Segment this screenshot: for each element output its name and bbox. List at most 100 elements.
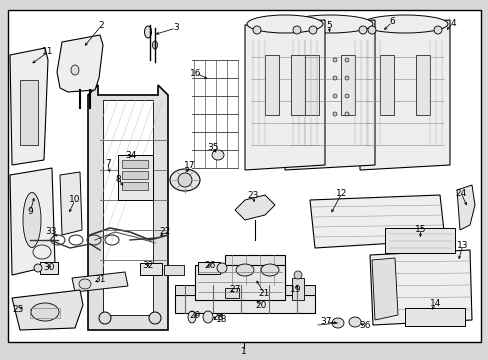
Text: 33: 33 <box>45 228 57 237</box>
Text: 31: 31 <box>94 275 105 284</box>
Text: 30: 30 <box>43 262 55 271</box>
Ellipse shape <box>149 312 161 324</box>
Ellipse shape <box>217 263 226 273</box>
Ellipse shape <box>358 26 366 34</box>
Ellipse shape <box>332 76 336 80</box>
Polygon shape <box>371 258 397 320</box>
Ellipse shape <box>433 26 441 34</box>
Ellipse shape <box>252 26 261 34</box>
Bar <box>163 265 183 275</box>
Polygon shape <box>88 85 168 330</box>
Ellipse shape <box>178 173 192 187</box>
Ellipse shape <box>261 264 279 276</box>
Ellipse shape <box>348 317 360 327</box>
Bar <box>122 171 148 179</box>
Text: 29: 29 <box>189 311 200 320</box>
Text: 24: 24 <box>454 189 466 198</box>
Ellipse shape <box>345 94 348 98</box>
Ellipse shape <box>99 312 111 324</box>
Bar <box>379 55 393 115</box>
Bar <box>175 285 314 295</box>
Polygon shape <box>309 195 444 248</box>
Polygon shape <box>369 250 471 325</box>
Text: 23: 23 <box>247 192 258 201</box>
Text: 13: 13 <box>456 240 468 249</box>
Ellipse shape <box>367 26 375 34</box>
Text: 27: 27 <box>229 285 240 294</box>
Polygon shape <box>244 20 325 170</box>
Polygon shape <box>12 290 83 330</box>
Bar <box>224 288 239 298</box>
Ellipse shape <box>31 303 59 321</box>
Ellipse shape <box>203 311 213 323</box>
Ellipse shape <box>71 65 79 75</box>
Polygon shape <box>285 20 374 170</box>
Polygon shape <box>10 48 48 165</box>
Text: 34: 34 <box>125 150 137 159</box>
Ellipse shape <box>293 271 302 279</box>
Text: 6: 6 <box>388 18 394 27</box>
Ellipse shape <box>187 311 196 323</box>
Ellipse shape <box>236 264 253 276</box>
Polygon shape <box>57 35 103 92</box>
Text: 17: 17 <box>184 162 195 171</box>
Text: 37: 37 <box>320 318 331 327</box>
Bar <box>198 262 220 274</box>
Text: 21: 21 <box>258 288 269 297</box>
Ellipse shape <box>332 112 336 116</box>
Ellipse shape <box>332 94 336 98</box>
Bar <box>175 295 314 313</box>
Bar <box>384 228 454 253</box>
Bar <box>264 55 279 115</box>
Ellipse shape <box>292 26 301 34</box>
Bar <box>195 265 285 300</box>
Ellipse shape <box>79 279 91 289</box>
Polygon shape <box>359 20 449 170</box>
Text: 7: 7 <box>105 158 111 167</box>
Bar <box>415 55 429 115</box>
Polygon shape <box>72 272 128 292</box>
Bar <box>404 308 464 326</box>
Polygon shape <box>235 195 274 220</box>
Ellipse shape <box>345 112 348 116</box>
Bar <box>305 55 318 115</box>
Text: 11: 11 <box>42 48 54 57</box>
Ellipse shape <box>246 15 323 33</box>
Text: 28: 28 <box>212 314 223 323</box>
Text: 2: 2 <box>98 22 103 31</box>
Bar <box>140 263 162 275</box>
Bar <box>122 160 148 168</box>
Bar <box>340 55 354 115</box>
Text: 1: 1 <box>241 347 246 356</box>
Ellipse shape <box>331 318 343 328</box>
Text: 5: 5 <box>325 21 331 30</box>
Text: 9: 9 <box>27 207 33 216</box>
Text: 32: 32 <box>142 261 153 270</box>
Text: 18: 18 <box>216 315 227 324</box>
Bar <box>122 182 148 190</box>
Text: 10: 10 <box>69 195 81 204</box>
Text: 15: 15 <box>414 225 426 234</box>
Polygon shape <box>10 168 55 275</box>
Text: 22: 22 <box>159 228 170 237</box>
Polygon shape <box>60 172 82 235</box>
Ellipse shape <box>286 15 372 33</box>
Bar <box>40 262 58 274</box>
Text: 16: 16 <box>190 68 202 77</box>
Text: 19: 19 <box>290 285 301 294</box>
Bar <box>290 55 305 115</box>
Bar <box>291 278 304 300</box>
Ellipse shape <box>170 169 200 191</box>
Polygon shape <box>456 185 474 230</box>
Text: 20: 20 <box>255 302 266 310</box>
Ellipse shape <box>34 264 42 272</box>
Ellipse shape <box>152 41 157 49</box>
Text: 3: 3 <box>173 23 179 32</box>
Ellipse shape <box>212 150 224 160</box>
Bar <box>103 100 153 315</box>
Bar <box>224 255 285 285</box>
Ellipse shape <box>144 26 151 38</box>
Text: 4: 4 <box>449 18 455 27</box>
Text: 14: 14 <box>429 300 441 309</box>
Bar <box>20 80 38 145</box>
